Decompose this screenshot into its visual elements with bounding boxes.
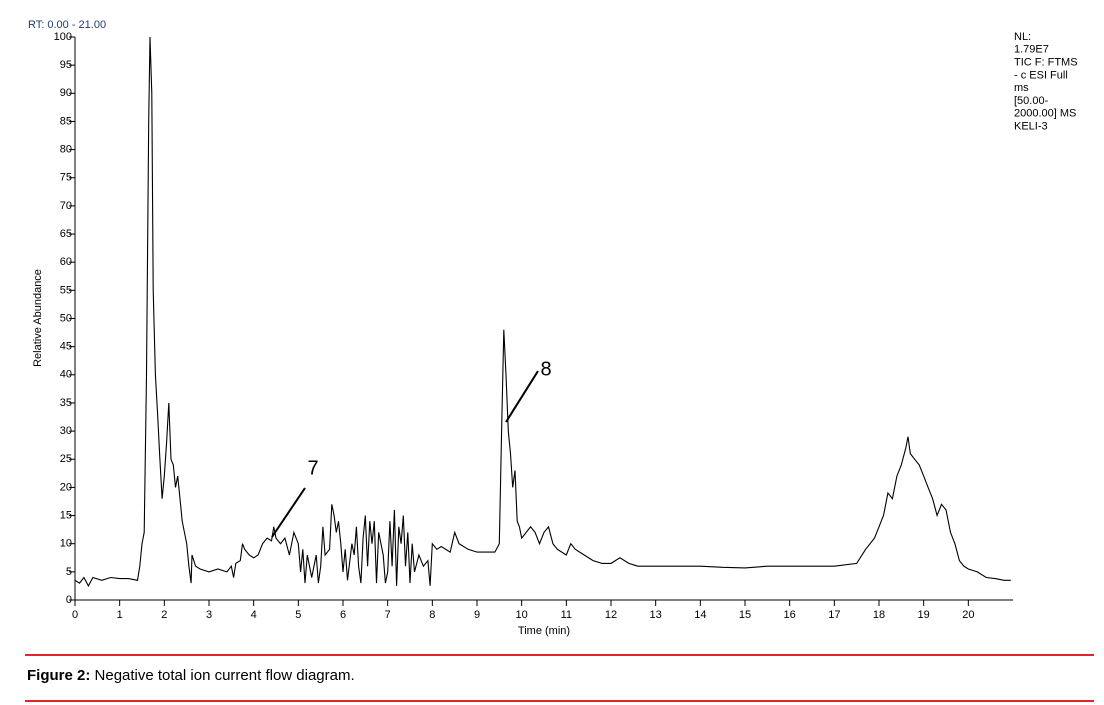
- annotation: 7: [307, 457, 318, 479]
- x-tick-label: 13: [650, 609, 662, 621]
- y-tick-label: 95: [60, 59, 72, 71]
- y-tick-label: 40: [60, 369, 72, 381]
- x-tick-label: 7: [385, 609, 391, 621]
- y-tick-label: 25: [60, 453, 72, 465]
- y-tick-label: 35: [60, 397, 72, 409]
- x-tick-label: 19: [918, 609, 930, 621]
- y-tick-label: 45: [60, 341, 72, 353]
- y-tick-label: 20: [60, 481, 72, 493]
- y-tick-label: 70: [60, 200, 72, 212]
- caption-text: Negative total ion current flow diagram.: [95, 667, 355, 684]
- x-tick-label: 14: [694, 609, 706, 621]
- y-tick-label: 30: [60, 425, 72, 437]
- y-tick-label: 5: [66, 566, 72, 578]
- x-tick-label: 4: [251, 609, 257, 621]
- x-tick-label: 12: [605, 609, 617, 621]
- y-axis-label: Relative Abundance: [32, 269, 44, 367]
- x-tick-label: 3: [206, 609, 212, 621]
- x-axis-label: Time (min): [518, 625, 570, 637]
- y-tick-label: 90: [60, 87, 72, 99]
- annotation-leader: [271, 487, 306, 538]
- annotation-leader: [505, 370, 539, 423]
- x-tick-label: 0: [72, 609, 78, 621]
- y-tick-label: 55: [60, 284, 72, 296]
- y-tick-label: 10: [60, 538, 72, 550]
- info-line: TIC F: FTMS: [1014, 57, 1078, 69]
- x-tick-label: 18: [873, 609, 885, 621]
- x-tick-label: 10: [516, 609, 528, 621]
- x-tick-label: 5: [295, 609, 301, 621]
- x-tick-label: 15: [739, 609, 751, 621]
- y-tick-label: 100: [54, 31, 72, 43]
- info-line: ms: [1014, 82, 1029, 94]
- x-tick-label: 6: [340, 609, 346, 621]
- chromatogram-line: [74, 36, 1011, 588]
- caption-label: Figure 2:: [27, 667, 90, 684]
- y-tick-label: 50: [60, 312, 72, 324]
- annotation: 8: [540, 358, 551, 380]
- y-tick-label: 80: [60, 144, 72, 156]
- x-tick-label: 11: [561, 609, 572, 621]
- x-tick-label: 8: [429, 609, 435, 621]
- x-tick-label: 17: [828, 609, 840, 621]
- info-line: 1.79E7: [1014, 44, 1049, 56]
- y-tick-label: 15: [60, 509, 72, 521]
- x-tick-label: 9: [474, 609, 480, 621]
- info-line: - c ESI Full: [1014, 69, 1068, 81]
- x-tick-label: 16: [784, 609, 796, 621]
- info-line: KELI-3: [1014, 121, 1048, 133]
- range-label: RT: 0.00 - 21.00: [28, 19, 106, 31]
- y-tick-label: 75: [60, 172, 72, 184]
- y-tick-label: 0: [66, 594, 72, 606]
- caption: Figure 2: Negative total ion current flo…: [27, 667, 355, 684]
- info-line: [50.00-: [1014, 95, 1049, 107]
- y-tick-label: 85: [60, 115, 72, 127]
- info-line: 2000.00] MS: [1014, 108, 1076, 120]
- x-tick-label: 2: [161, 609, 167, 621]
- info-line: NL:: [1014, 31, 1031, 43]
- x-tick-label: 20: [962, 609, 974, 621]
- y-tick-label: 60: [60, 256, 72, 268]
- y-tick-label: 65: [60, 228, 72, 240]
- x-tick-label: 1: [117, 609, 123, 621]
